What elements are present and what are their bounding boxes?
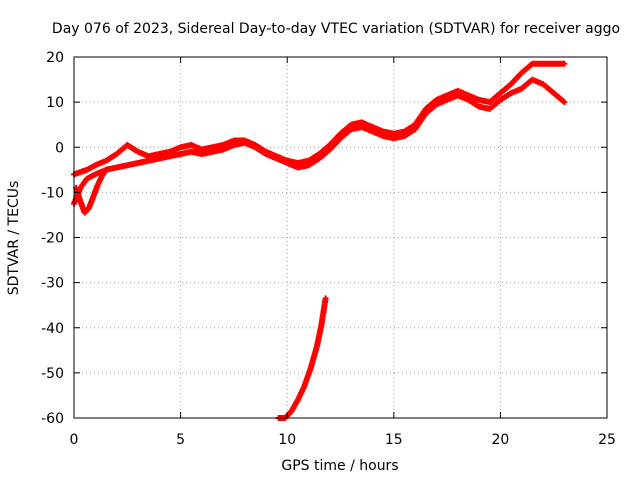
y-tick-label: -20: [41, 231, 64, 247]
data-point-marker: [561, 99, 568, 106]
data-points: [71, 60, 568, 421]
axis-ticks: [73, 56, 608, 419]
y-tick-label: -10: [41, 185, 64, 201]
y-tick-label: 0: [55, 140, 64, 156]
chart-title: Day 076 of 2023, Sidereal Day-to-day VTE…: [52, 21, 620, 37]
series-sdtvar-early-dip: [73, 166, 109, 216]
x-tick-label: 20: [491, 432, 509, 448]
y-tick-label: 10: [46, 95, 64, 111]
x-axis-label: GPS time / hours: [281, 458, 398, 474]
x-tick-label: 5: [176, 432, 185, 448]
data-point-marker: [102, 166, 109, 173]
grid: [74, 57, 607, 418]
x-tick-label: 25: [598, 432, 616, 448]
y-tick-label: -40: [41, 321, 64, 337]
y-tick-label: -50: [41, 366, 64, 382]
y-tick-label: 20: [46, 50, 64, 66]
x-tick-label: 15: [385, 432, 403, 448]
y-tick-label: -30: [41, 276, 64, 292]
tick-labels: 0 5 10 15 20 25 -60 -50 -40 -30 -20 -10 0 10 20: [41, 50, 616, 448]
series-sdtvar-outlier-segment: [275, 295, 329, 421]
y-tick-label: -60: [41, 411, 64, 427]
data-point-marker: [561, 60, 568, 67]
x-tick-label: 0: [70, 432, 79, 448]
y-axis-label: SDTVAR / TECUs: [6, 181, 22, 296]
data-point-marker: [322, 295, 329, 302]
x-tick-label: 10: [278, 432, 296, 448]
